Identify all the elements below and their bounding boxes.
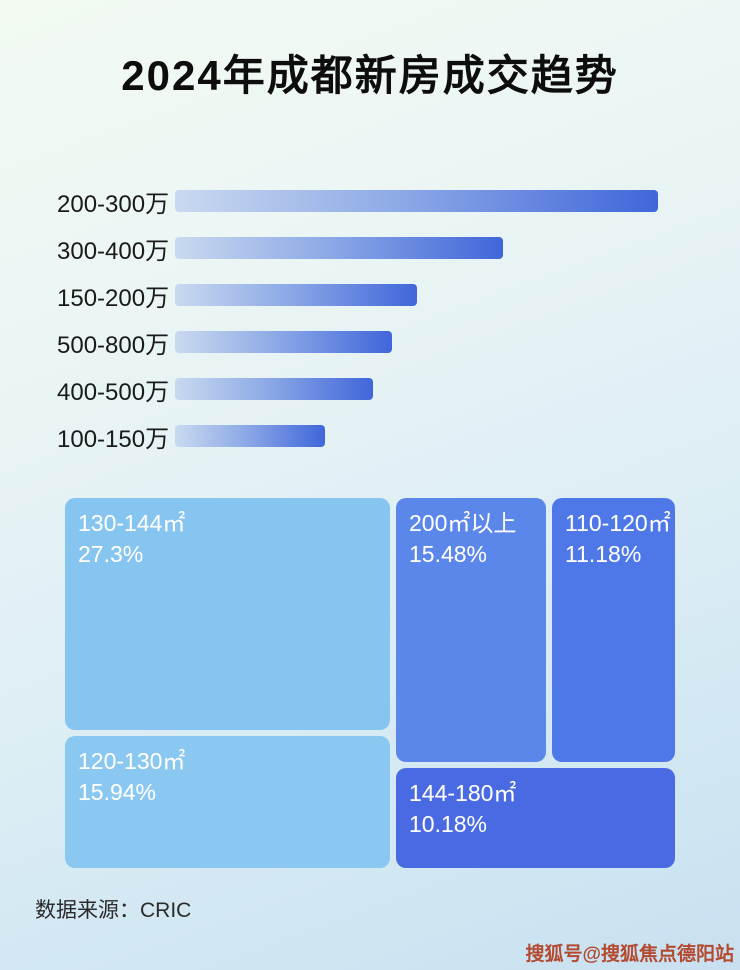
- treemap-section: 130-144㎡ 27.3% 200㎡以上 15.48% 110-120㎡ 11…: [65, 498, 675, 868]
- treemap-tile: 110-120㎡ 11.18%: [552, 498, 675, 762]
- bar: [175, 331, 393, 353]
- bar-track: [175, 331, 658, 353]
- treemap-tile: 120-130㎡ 15.94%: [65, 736, 390, 868]
- treemap-tile-label: 130-144㎡: [78, 510, 186, 536]
- bar-row: 500-800万: [57, 327, 658, 359]
- bar-row: 400-500万: [57, 374, 658, 406]
- bar: [175, 284, 417, 306]
- bar-category-label: 150-200万: [57, 284, 170, 312]
- treemap-tile-label: 144-180㎡: [409, 780, 517, 806]
- treemap-tile: 200㎡以上 15.48%: [396, 498, 546, 762]
- treemap-tile-value: 27.3%: [78, 541, 144, 568]
- bar-track: [175, 284, 658, 306]
- treemap-tile-value: 11.18%: [565, 541, 642, 568]
- bar-track: [175, 190, 658, 212]
- treemap-tile-value: 15.48%: [409, 541, 488, 568]
- treemap-tile-label: 120-130㎡: [78, 748, 186, 774]
- bar-category-label: 500-800万: [57, 331, 170, 359]
- bar-row: 100-150万: [57, 421, 658, 453]
- bar-row: 300-400万: [57, 233, 658, 265]
- bar: [175, 237, 504, 259]
- bar-track: [175, 425, 658, 447]
- treemap-tile: 130-144㎡ 27.3%: [65, 498, 390, 730]
- treemap-tile: 144-180㎡ 10.18%: [396, 768, 675, 868]
- bar-row: 150-200万: [57, 280, 658, 312]
- treemap-tile-value: 15.94%: [78, 779, 157, 806]
- bar-category-label: 100-150万: [57, 425, 170, 453]
- treemap-tile-value: 10.18%: [409, 811, 488, 838]
- treemap-tile-label: 200㎡以上: [409, 510, 517, 536]
- bar-track: [175, 378, 658, 400]
- bar-category-label: 300-400万: [57, 237, 170, 265]
- bar-category-label: 400-500万: [57, 378, 170, 406]
- bar: [175, 190, 658, 212]
- watermark-text: 搜狐号@搜狐焦点德阳站: [525, 944, 734, 965]
- bar-category-label: 200-300万: [57, 190, 170, 218]
- bar: [175, 425, 325, 447]
- data-source-note: 数据来源：CRIC: [35, 899, 192, 922]
- bar: [175, 378, 374, 400]
- bar-chart-section: 200-300万 300-400万 150-200万 500-800万 400-…: [57, 186, 658, 453]
- bar-track: [175, 237, 658, 259]
- treemap-tile-label: 110-120㎡: [565, 510, 671, 536]
- page-title: 2024年成都新房成交趋势: [121, 52, 619, 99]
- bar-row: 200-300万: [57, 186, 658, 218]
